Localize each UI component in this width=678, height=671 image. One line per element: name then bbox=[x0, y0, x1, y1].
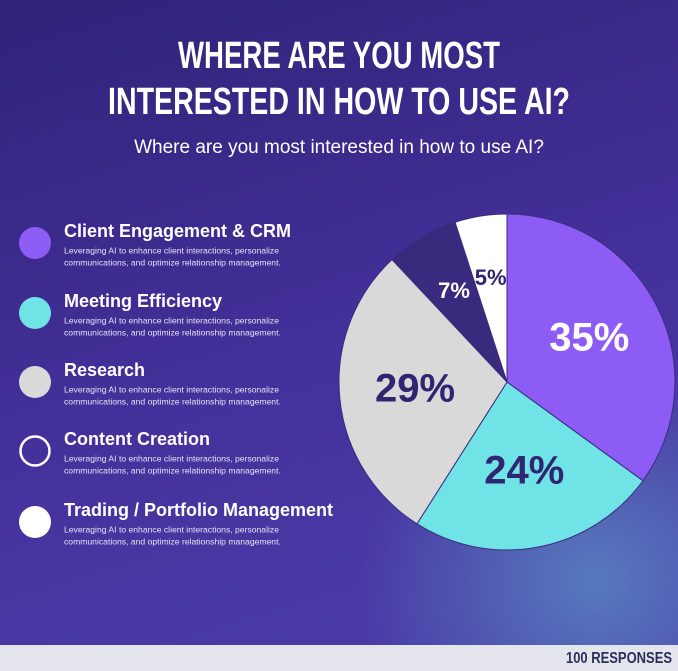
legend-label: Content Creation bbox=[64, 429, 210, 449]
pie-slice bbox=[454, 213, 508, 383]
legend-description: communications, and optimize relationshi… bbox=[64, 396, 281, 406]
legend-swatch bbox=[19, 435, 51, 467]
footer-text: 100 RESPONSES bbox=[566, 650, 672, 667]
pie-slice bbox=[506, 213, 676, 482]
legend-description: Leveraging AI to enhance client interact… bbox=[64, 245, 279, 255]
legend-label: Trading / Portfolio Management bbox=[64, 500, 333, 520]
footer-bar bbox=[0, 645, 678, 671]
legend-description: Leveraging AI to enhance client interact… bbox=[64, 315, 279, 325]
pie-slice bbox=[416, 381, 644, 551]
legend-description: communications, and optimize relationshi… bbox=[64, 465, 281, 475]
legend-description: Leveraging AI to enhance client interact… bbox=[64, 384, 279, 394]
legend-label: Research bbox=[64, 360, 145, 380]
legend-swatch bbox=[19, 506, 51, 538]
legend-description: communications, and optimize relationshi… bbox=[64, 327, 281, 337]
pie: 35% 24% 29% 7%5% bbox=[338, 213, 676, 551]
slice-label: 35% bbox=[549, 316, 629, 360]
pie-slice bbox=[338, 258, 508, 525]
chart-title: INTERESTED IN HOW TO USE AI? bbox=[108, 81, 570, 123]
legend-description: Leveraging AI to enhance client interact… bbox=[64, 453, 279, 463]
legend-label: Client Engagement & CRM bbox=[64, 221, 291, 241]
slice-label: 24% bbox=[484, 448, 564, 492]
legend-description: Leveraging AI to enhance client interact… bbox=[64, 524, 279, 534]
legend-description: communications, and optimize relationshi… bbox=[64, 536, 281, 546]
legend: Client Engagement & CRM Leveraging AI to … bbox=[19, 221, 333, 546]
slice-label: 7% bbox=[438, 278, 470, 303]
legend-label: Meeting Efficiency bbox=[64, 291, 222, 311]
legend-swatch bbox=[19, 366, 51, 398]
slice-label: 29% bbox=[375, 366, 455, 410]
slice-label: 5% bbox=[475, 265, 507, 290]
legend-description: communications, and optimize relationshi… bbox=[64, 257, 281, 267]
legend-swatch bbox=[19, 227, 51, 259]
chart-title: WHERE ARE YOU MOST bbox=[178, 35, 500, 77]
chart-subtitle: Where are you most interested in how to … bbox=[134, 137, 544, 158]
legend-swatch bbox=[19, 297, 51, 329]
